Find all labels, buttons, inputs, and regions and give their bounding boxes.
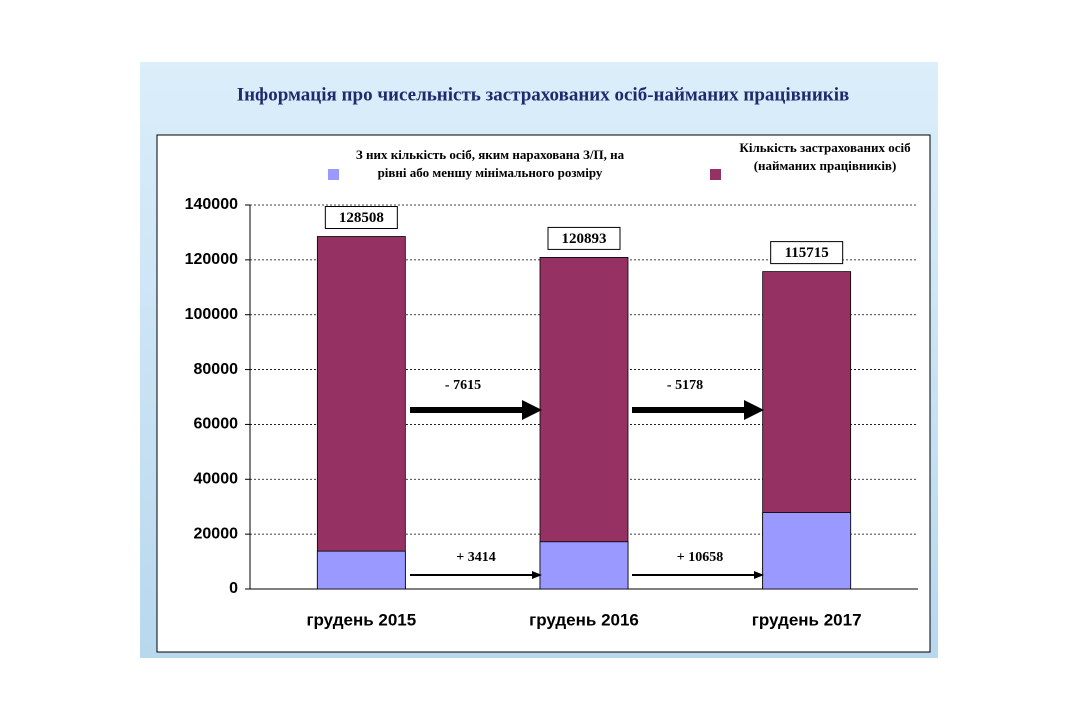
legend-label: Кількість застрахованих осіб (найманих п… — [739, 140, 911, 173]
bar — [539, 541, 629, 590]
chart-title: Інформація про чисельність застрахованих… — [237, 84, 850, 105]
value-label-box — [547, 226, 621, 250]
y-tick-label: 120000 — [185, 251, 238, 268]
x-tick-label: грудень 2015 — [306, 610, 416, 629]
annotation: + 10658 — [677, 550, 723, 565]
x-tick-label: грудень 2016 — [529, 610, 639, 629]
value-label: 120893 — [562, 231, 607, 247]
y-tick-label: 40000 — [194, 471, 239, 488]
bar — [316, 550, 406, 590]
annotation: - 5178 — [667, 378, 703, 393]
annotation: + 3414 — [456, 550, 495, 565]
bar — [316, 236, 406, 590]
x-tick-label: грудень 2017 — [752, 610, 862, 629]
y-tick-label: 60000 — [194, 416, 239, 433]
bar — [539, 257, 629, 590]
bar — [762, 512, 852, 590]
value-label: 115715 — [785, 245, 829, 261]
value-label: 128508 — [339, 210, 384, 226]
y-tick-label: 0 — [229, 580, 238, 597]
legend-label: З них кількість осіб, яким нарахована З/… — [355, 147, 625, 180]
value-label-box — [324, 206, 398, 230]
arrows — [410, 400, 764, 579]
annotation: - 7615 — [445, 378, 481, 393]
y-tick-label: 20000 — [194, 525, 239, 542]
value-label-box — [770, 241, 844, 265]
legend-swatch — [328, 169, 339, 180]
y-tick-label: 80000 — [194, 361, 239, 378]
legend-swatch — [710, 169, 721, 180]
y-tick-label: 140000 — [185, 196, 238, 213]
y-tick-label: 100000 — [185, 306, 238, 323]
